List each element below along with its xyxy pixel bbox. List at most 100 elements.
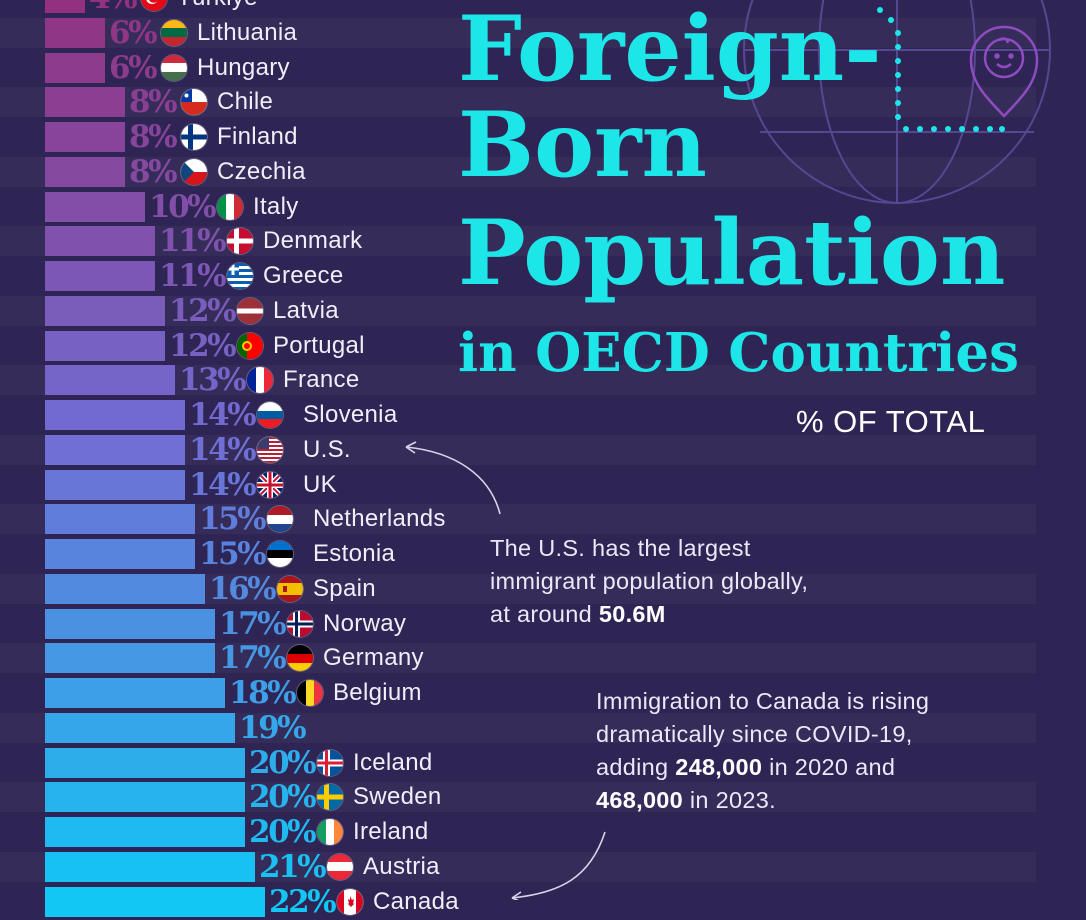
flag-icon — [181, 89, 207, 116]
bar — [45, 782, 245, 813]
country-label: Canada — [373, 887, 459, 915]
bar-value-label: 15% — [199, 501, 267, 538]
flag-icon — [277, 575, 303, 602]
bar-value-label: 8% — [129, 119, 178, 155]
flag-icon — [161, 19, 187, 46]
bar — [45, 851, 255, 882]
flag-icon — [267, 541, 293, 567]
bar-value-label: 4% — [89, 0, 138, 15]
annotation-us: The U.S. has the largest immigrant popul… — [490, 532, 820, 631]
country-label: Türkiye — [177, 0, 258, 13]
country-label: Greece — [263, 262, 344, 289]
flag-icon — [257, 436, 283, 463]
bar — [45, 712, 235, 743]
bar — [45, 678, 225, 708]
bar — [45, 87, 125, 118]
annotation-canada-text-3: in 2023. — [683, 787, 776, 813]
bar-value-label: 21% — [259, 848, 327, 885]
annotation-canada-highlight-2: 468,000 — [596, 787, 684, 813]
flag-icon — [317, 784, 343, 811]
country-label: Norway — [323, 609, 407, 637]
bar-value-label: 20% — [249, 814, 317, 850]
bar-value-label: 22% — [269, 883, 337, 920]
bar — [45, 0, 85, 13]
flag-icon — [181, 158, 207, 185]
country-label: Estonia — [313, 540, 396, 567]
country-label: Sweden — [353, 783, 442, 811]
bar — [45, 226, 155, 257]
flag-icon — [257, 402, 283, 428]
flag-icon — [237, 332, 263, 359]
flag-icon — [237, 297, 263, 324]
bar-value-label: 11% — [159, 258, 227, 294]
country-label: Portugal — [273, 331, 365, 359]
country-label: Spain — [313, 574, 376, 602]
bar — [45, 400, 185, 430]
bar — [45, 52, 105, 83]
flag-icon — [317, 819, 343, 845]
flag-icon — [337, 888, 363, 915]
bar-value-label: 12% — [169, 327, 237, 364]
bar-value-label: 14% — [189, 397, 257, 433]
country-label: Italy — [253, 192, 299, 220]
country-label: Hungary — [197, 53, 290, 81]
flag-icon — [141, 0, 167, 11]
bar — [45, 504, 195, 535]
globe-illustration — [405, 0, 1051, 900]
country-label: Denmark — [263, 227, 363, 255]
country-label: UK — [303, 470, 337, 498]
annotation-us-highlight: 50.6M — [598, 601, 666, 627]
bar-value-label: 11% — [159, 223, 227, 260]
bar-value-label: 6% — [109, 49, 158, 86]
annotation-us-text: The U.S. has the largest immigrant popul… — [490, 535, 809, 627]
bar-value-label: 12% — [169, 292, 237, 329]
flag-icon — [287, 645, 313, 672]
baby-pin-icon — [969, 25, 1039, 118]
bar — [45, 469, 185, 500]
bar — [45, 261, 155, 291]
bar-value-label: 8% — [129, 84, 178, 121]
country-label: U.S. — [303, 435, 351, 463]
country-label: Slovenia — [303, 401, 398, 428]
country-label: Lithuania — [197, 18, 298, 46]
bar-value-label: 6% — [109, 14, 158, 51]
flag-icon — [327, 853, 353, 880]
flag-icon — [217, 193, 243, 220]
title-line-1: Foreign- — [458, 0, 882, 102]
bar — [45, 156, 125, 187]
bar — [45, 747, 245, 778]
annotation-canada-text-2: in 2020 and — [762, 754, 896, 780]
country-label: Czechia — [217, 157, 306, 185]
bar — [45, 191, 145, 222]
bar — [45, 295, 165, 326]
country-label: Ireland — [353, 818, 429, 845]
annotation-canada: Immigration to Canada is rising dramatic… — [596, 685, 971, 817]
country-label: Latvia — [273, 296, 339, 324]
flag-icon — [161, 54, 187, 81]
bar — [45, 886, 265, 917]
bar-value-label: 20% — [249, 744, 317, 781]
bar — [45, 817, 245, 847]
bar-value-label: 19% — [239, 709, 307, 746]
bar-value-label: 17% — [219, 605, 287, 642]
bar-value-label: 13% — [179, 362, 247, 399]
bar — [45, 122, 125, 152]
chart-area: Foreign- Born Population in OECD Countri… — [45, 0, 1051, 919]
annotation-canada-highlight-1: 248,000 — [675, 754, 763, 780]
bar — [45, 17, 105, 48]
title-line-2: Born — [458, 92, 707, 198]
bar-value-label: 17% — [219, 640, 287, 677]
country-label: Netherlands — [313, 505, 446, 533]
annotation-canada-text-1: Immigration to Canada is rising dramatic… — [596, 688, 930, 780]
bar — [45, 365, 175, 396]
flag-icon — [247, 367, 273, 394]
country-label: France — [283, 366, 360, 394]
flag-icon — [287, 610, 313, 637]
flag-icon — [267, 506, 293, 533]
bar-value-label: 18% — [229, 675, 297, 711]
title-line-4: in OECD Countries — [458, 322, 1019, 384]
country-label: Austria — [363, 852, 440, 880]
country-label: Iceland — [353, 748, 433, 776]
bar-value-label: 8% — [129, 153, 178, 190]
country-label: Finland — [217, 123, 298, 150]
